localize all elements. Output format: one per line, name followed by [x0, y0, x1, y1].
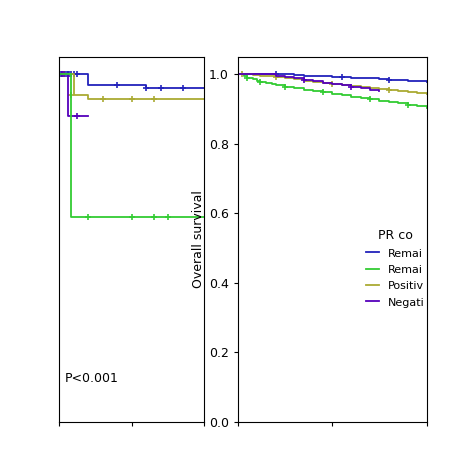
Text: P<0.001: P<0.001 — [65, 373, 119, 385]
Legend: Remai, Remai, Positiv, Negati: Remai, Remai, Positiv, Negati — [366, 229, 425, 308]
Y-axis label: Overall survival: Overall survival — [191, 191, 205, 288]
